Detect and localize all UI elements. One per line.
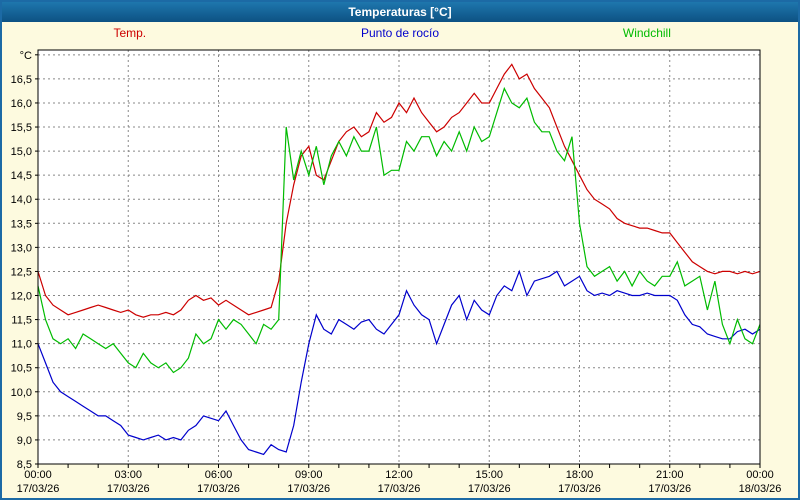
svg-text:18:00: 18:00: [566, 469, 594, 481]
svg-text:15,5: 15,5: [11, 122, 32, 134]
svg-text:17/03/26: 17/03/26: [468, 483, 511, 495]
temperature-chart: 16,5 16,0 15,5 15,0 14,5 14,0 13,5 13,0 12,5 12,0…: [11, 49, 782, 495]
svg-text:06:00: 06:00: [205, 469, 233, 481]
chart-area: 16,5 16,0 15,5 15,0 14,5 14,0 13,5 13,0 12,5 12,0…: [2, 44, 798, 498]
svg-text:17/03/26: 17/03/26: [107, 483, 150, 495]
svg-text:15:00: 15:00: [475, 469, 503, 481]
svg-text:17/03/26: 17/03/26: [17, 483, 60, 495]
svg-text:10,5: 10,5: [11, 363, 32, 375]
legend-temp: Temp.: [113, 26, 147, 40]
svg-text:14,5: 14,5: [11, 170, 32, 182]
svg-text:17/03/26: 17/03/26: [558, 483, 601, 495]
legend-windchill: Windchill: [622, 26, 671, 40]
svg-text:16,5: 16,5: [11, 74, 32, 86]
svg-text:9,0: 9,0: [17, 435, 32, 447]
svg-text:15,0: 15,0: [11, 146, 32, 158]
svg-text:17/03/26: 17/03/26: [197, 483, 240, 495]
svg-text:17/03/26: 17/03/26: [648, 483, 691, 495]
svg-text:21:00: 21:00: [656, 469, 684, 481]
svg-text:00:00: 00:00: [24, 469, 52, 481]
svg-text:10,0: 10,0: [11, 387, 32, 399]
window-title: Temperaturas [°C]: [348, 5, 452, 19]
svg-text:13,5: 13,5: [11, 218, 32, 230]
svg-text:13,0: 13,0: [11, 242, 32, 254]
svg-text:12,0: 12,0: [11, 291, 32, 303]
svg-text:8,5: 8,5: [17, 459, 32, 471]
svg-text:09:00: 09:00: [295, 469, 323, 481]
svg-text:00:00: 00:00: [746, 469, 774, 481]
svg-text:18/03/26: 18/03/26: [739, 483, 782, 495]
svg-text:11,5: 11,5: [11, 315, 32, 327]
title-bar: Temperaturas [°C]: [2, 2, 798, 22]
svg-text:12,5: 12,5: [11, 266, 32, 278]
chart-legend: Temp. Punto de rocío Windchill: [2, 22, 798, 44]
svg-text:12:00: 12:00: [385, 469, 413, 481]
svg-text:17/03/26: 17/03/26: [378, 483, 421, 495]
svg-text:11,0: 11,0: [11, 339, 32, 351]
svg-text:°C: °C: [20, 50, 32, 62]
svg-text:9,5: 9,5: [17, 411, 32, 423]
svg-text:14,0: 14,0: [11, 194, 32, 206]
svg-text:17/03/26: 17/03/26: [287, 483, 330, 495]
legend-dewpoint: Punto de rocío: [360, 26, 440, 40]
svg-text:03:00: 03:00: [114, 469, 142, 481]
svg-text:16,0: 16,0: [11, 98, 32, 110]
